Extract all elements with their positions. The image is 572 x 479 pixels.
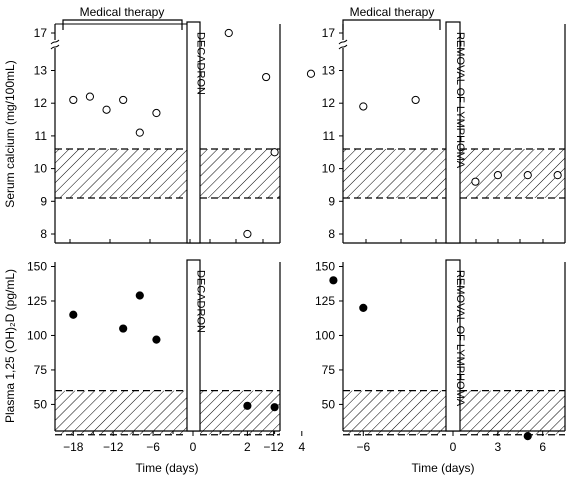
data-point [119, 324, 128, 333]
data-point [243, 401, 252, 410]
y-tick-label: 13 [34, 64, 48, 78]
x-tick-label: −18 [63, 440, 84, 454]
axis-break-mark [338, 44, 348, 50]
event-bar [186, 21, 201, 244]
y-tick-label: 75 [322, 363, 336, 377]
data-point [135, 291, 144, 300]
normal-range-band [200, 148, 280, 199]
data-point [85, 92, 95, 101]
data-point [553, 171, 562, 180]
y-tick-label: 75 [34, 363, 48, 377]
x-tick-label: −12 [263, 440, 284, 454]
data-point [69, 95, 78, 105]
axis-break-mark [50, 39, 60, 45]
bracket-label: Medical therapy [80, 5, 165, 19]
normal-range-band [343, 390, 446, 435]
data-point [329, 276, 338, 285]
event-label: REMOVAL OF LYMPHOMA [454, 32, 466, 169]
therapy-bracket [62, 19, 183, 30]
y-tick-label: 11 [35, 129, 48, 143]
normal-range-band [460, 148, 565, 199]
data-point [262, 72, 271, 82]
x-tick-label: 4 [298, 440, 305, 454]
y-tick-label: 100 [27, 328, 47, 342]
data-point [102, 105, 111, 114]
x-tick-label: −6 [146, 440, 160, 454]
bracket-label: Medical therapy [350, 5, 435, 19]
event-bar [445, 21, 461, 244]
data-point [135, 128, 144, 137]
bottom-left-panel: DECADRON 50 75 100 125 150 −18 −12 −6 0 2 4 Time (da… [3, 259, 305, 475]
data-point [152, 108, 161, 118]
data-point [270, 403, 279, 412]
y-tick-label: 8 [328, 227, 335, 241]
y-tick-label: 50 [34, 397, 48, 411]
x-axis-label: Time (days) [412, 461, 475, 475]
data-point [119, 95, 128, 105]
y-tick-label: 10 [34, 162, 48, 176]
y-tick-label: 13 [322, 64, 336, 78]
y-axis-label: Plasma 1,25 (OH)₂D (pg/mL) [3, 269, 17, 423]
x-tick-label: 3 [495, 440, 502, 454]
data-point [270, 148, 279, 157]
data-point [411, 95, 420, 105]
event-label: REMOVAL OF LYMPHOMA [454, 270, 466, 407]
y-tick-label: 125 [27, 294, 47, 308]
data-point [523, 171, 532, 180]
x-tick-label: 2 [244, 440, 251, 454]
top-right-panel: REMOVAL OF LYMPHOMA 8 9 10 11 12 13 17 Medical t… [224, 5, 566, 244]
x-tick-label: 0 [450, 440, 457, 454]
y-tick-label: 100 [315, 328, 335, 342]
data-point [523, 432, 532, 441]
data-point [359, 303, 368, 312]
y-tick-label: 11 [323, 129, 336, 143]
data-point [471, 177, 480, 186]
normal-range-band [343, 148, 446, 199]
x-tick-label: −12 [103, 440, 124, 454]
y-tick-label: 9 [40, 194, 47, 208]
normal-range-band [55, 390, 187, 435]
y-tick-label: 17 [322, 26, 336, 40]
normal-range-band [55, 148, 187, 199]
data-point [243, 229, 252, 239]
event-label: DECADRON [195, 32, 207, 95]
data-point [224, 28, 233, 38]
axis-break-mark [50, 44, 60, 50]
x-tick-label: 6 [539, 440, 546, 454]
normal-range-band [200, 390, 280, 435]
normal-range-band [460, 390, 565, 435]
data-point [69, 310, 78, 319]
event-label: DECADRON [195, 270, 207, 333]
axis-break-gap [339, 40, 347, 48]
y-tick-label: 12 [322, 96, 336, 110]
y-tick-label: 17 [34, 26, 48, 40]
y-tick-label: 8 [40, 227, 47, 241]
data-point [306, 69, 316, 78]
y-tick-label: 125 [315, 294, 335, 308]
data-point [359, 102, 368, 111]
y-axis-label: Serum calcium (mg/100mL) [3, 60, 17, 207]
y-tick-label: 12 [34, 96, 48, 110]
top-left-panel: DECADRON 8 9 10 11 12 13 17 Medical therapy Serum… [3, 5, 281, 244]
x-axis-label: Time (days) [136, 461, 199, 475]
y-tick-label: 10 [322, 162, 336, 176]
therapy-bracket [342, 19, 441, 30]
data-point [493, 171, 502, 180]
axis-break-mark [338, 39, 348, 45]
x-tick-label: 0 [190, 440, 197, 454]
bottom-right-panel: REMOVAL OF LYMPHOMA 50 75 100 125 150 −12 −6 0 3 6… [263, 259, 566, 475]
y-tick-label: 9 [328, 194, 335, 208]
axis-break-gap [51, 40, 59, 48]
y-tick-label: 50 [322, 397, 336, 411]
x-tick-label: −6 [356, 440, 370, 454]
data-point [152, 335, 161, 344]
y-tick-label: 150 [27, 260, 47, 274]
y-tick-label: 150 [315, 260, 335, 274]
